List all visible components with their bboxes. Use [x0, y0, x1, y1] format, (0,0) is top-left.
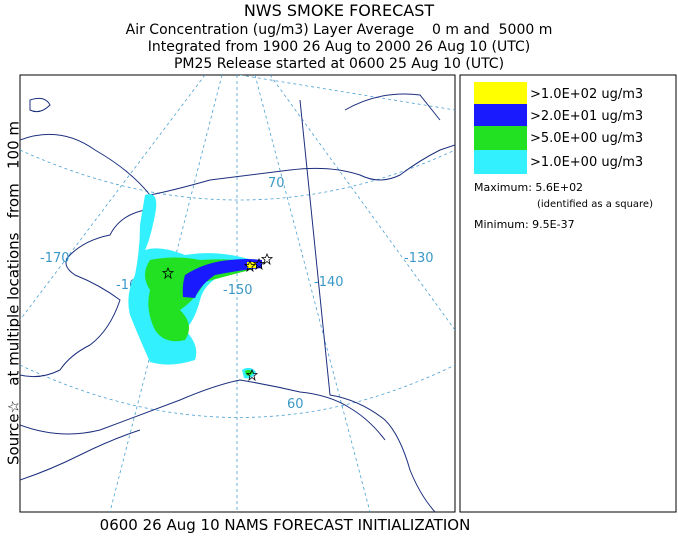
border — [299, 99, 436, 512]
legend-label: >1.0E+02 ug/m3 — [530, 87, 643, 102]
graticule-label: -130 — [404, 251, 434, 266]
coastline — [149, 144, 455, 196]
graticule — [239, 75, 455, 111]
legend-label: >2.0E+01 ug/m3 — [530, 109, 643, 124]
legend: >1.0E+02 ug/m3 >2.0E+01 ug/m3 >5.0E+00 ug/… — [474, 82, 643, 174]
title: NWS SMOKE FORECAST — [244, 1, 435, 20]
source-stars — [161, 252, 274, 382]
coastline — [20, 379, 386, 441]
subtitle: PM25 Release started at 0600 25 Aug 10 (… — [174, 56, 504, 72]
legend-label: >5.0E+00 ug/m3 — [530, 131, 643, 146]
subtitle: Integrated from 1900 26 Aug to 2000 26 A… — [148, 39, 531, 55]
legend-swatch — [474, 150, 527, 174]
legend-swatch — [474, 104, 527, 126]
maximum: Maximum: 5.6E+02 — [474, 181, 583, 194]
footer: 0600 26 Aug 10 NAMS FORECAST INITIALIZAT… — [100, 516, 471, 534]
minimum: Minimum: 9.5E-37 — [474, 218, 575, 231]
graticule-label: 60 — [287, 397, 304, 412]
graticule-label: -170 — [40, 251, 70, 266]
island — [29, 97, 51, 113]
legend-swatch — [474, 82, 527, 104]
coastline — [20, 429, 141, 481]
graticule — [269, 75, 455, 331]
plume — [145, 257, 258, 342]
coastline — [344, 93, 441, 121]
plume — [182, 259, 262, 298]
max-note: (identified as a square) — [537, 199, 653, 210]
legend-label: >1.0E+00 ug/m3 — [530, 155, 643, 170]
graticule — [20, 149, 455, 201]
graticule-label: 70 — [268, 176, 285, 191]
legend-swatch — [474, 126, 527, 150]
graticule-label: -140 — [314, 275, 344, 290]
graticule-label: -150 — [223, 283, 253, 298]
coastline — [20, 133, 151, 378]
source-label: Source☆ at multiple locations from 100 m — [5, 121, 23, 465]
subtitle: Air Concentration (ug/m3) Layer Average … — [126, 22, 553, 38]
